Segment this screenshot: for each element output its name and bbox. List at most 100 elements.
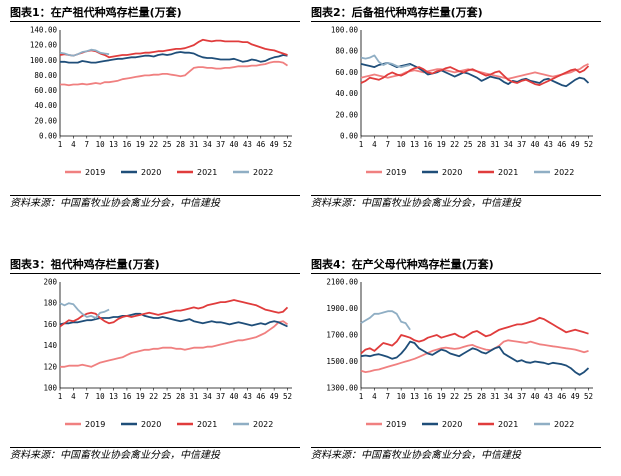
legend-label-2022: 2022 xyxy=(554,420,574,429)
chart-title-text: 在产祖代种鸡存栏量(万套) xyxy=(50,6,182,19)
x-tick-label: 49 xyxy=(270,140,279,149)
legend-label-2022: 2022 xyxy=(253,420,273,429)
y-tick-label: 0.00 xyxy=(39,132,58,141)
x-tick-label: 22 xyxy=(450,140,459,149)
y-tick-label: 120 xyxy=(43,362,57,371)
legend-label-2020: 2020 xyxy=(442,420,462,429)
y-tick-label: 120.00 xyxy=(30,41,58,50)
legend-label-2020: 2020 xyxy=(442,168,462,177)
series-line-2021 xyxy=(360,316,589,355)
chart-number: 图表1： xyxy=(10,6,51,19)
x-tick-label: 40 xyxy=(530,392,540,401)
chart-panel-4: 图表4：在产父母代种鸡存栏量(万套) 1300.00 1500.00 1700.00… xyxy=(311,256,607,476)
x-tick-label: 10 xyxy=(397,392,407,401)
legend-label-2021: 2021 xyxy=(197,168,217,177)
legend-label-2020: 2020 xyxy=(141,420,161,429)
chart-title: 图表2：后备祖代种鸡存栏量(万套) xyxy=(311,4,601,22)
x-tick-label: 34 xyxy=(203,392,213,401)
legend-label-2019: 2019 xyxy=(85,420,105,429)
x-tick-label: 1 xyxy=(359,140,364,149)
x-tick-label: 7 xyxy=(386,140,391,149)
x-tick-label: 43 xyxy=(243,392,252,401)
y-tick-label: 180 xyxy=(43,299,57,308)
x-tick-label: 40 xyxy=(229,392,239,401)
x-tick-label: 28 xyxy=(477,392,487,401)
x-tick-label: 4 xyxy=(372,392,377,401)
x-tick-label: 49 xyxy=(571,140,580,149)
x-tick-label: 16 xyxy=(122,392,132,401)
chart-number: 图表4： xyxy=(311,258,352,271)
series-line-2020 xyxy=(60,51,288,64)
legend-label-2021: 2021 xyxy=(498,420,518,429)
y-tick-label: 100.00 xyxy=(30,56,58,65)
series-line-2019 xyxy=(60,320,289,368)
x-tick-label: 46 xyxy=(256,392,266,401)
y-tick-label: 1300.00 xyxy=(326,384,358,393)
y-tick-label: 140.00 xyxy=(30,26,58,35)
line-chart: 0.00 20.00 40.00 60.00 80.00 100.00 120.00 140.… xyxy=(30,26,292,177)
x-tick-label: 25 xyxy=(464,140,473,149)
x-tick-label: 31 xyxy=(189,392,198,401)
source-note: 资料来源：中国畜牧业协会禽业分会，中信建投 xyxy=(10,195,300,211)
x-tick-label: 25 xyxy=(464,392,473,401)
x-tick-label: 1 xyxy=(58,140,63,149)
x-tick-label: 31 xyxy=(490,392,499,401)
y-tick-label: 1700.00 xyxy=(326,331,358,340)
line-chart: 0.00 20.00 40.00 60.00 80.00 100.00 1 4 7 10 13 16 1… xyxy=(331,26,593,177)
chart-title-text: 祖代种鸡存栏量(万套) xyxy=(50,258,160,271)
chart-title: 图表1：在产祖代种鸡存栏量(万套) xyxy=(10,4,300,22)
x-tick-label: 37 xyxy=(517,140,526,149)
x-tick-label: 13 xyxy=(109,392,118,401)
chart-title: 图表3：祖代种鸡存栏量(万套) xyxy=(10,256,300,274)
y-tick-label: 60.00 xyxy=(335,68,358,77)
x-tick-label: 34 xyxy=(203,140,213,149)
series-line-2022 xyxy=(360,310,411,331)
x-tick-label: 49 xyxy=(571,392,580,401)
source-note: 资料来源：中国畜牧业协会禽业分会，中信建投 xyxy=(311,447,601,463)
x-tick-label: 7 xyxy=(386,392,391,401)
chart-panel-1: 图表1：在产祖代种鸡存栏量(万套) 0.00 20.00 40.00 60.00 80.… xyxy=(10,4,306,224)
x-tick-label: 43 xyxy=(243,140,252,149)
series-line-2020 xyxy=(360,340,590,376)
x-tick-label: 25 xyxy=(163,392,172,401)
x-tick-label: 28 xyxy=(477,140,487,149)
y-tick-label: 80.00 xyxy=(34,71,57,80)
x-tick-label: 37 xyxy=(216,140,225,149)
y-tick-label: 1900.00 xyxy=(326,304,358,313)
y-tick-label: 140 xyxy=(43,341,57,350)
x-tick-label: 10 xyxy=(96,140,106,149)
x-tick-label: 22 xyxy=(149,392,158,401)
x-tick-label: 4 xyxy=(71,140,76,149)
x-tick-label: 19 xyxy=(437,392,446,401)
x-tick-label: 31 xyxy=(189,140,198,149)
chart-number: 图表2： xyxy=(311,6,352,19)
chart-title-text: 在产父母代种鸡存栏量(万套) xyxy=(351,258,494,271)
series-line-2022 xyxy=(59,302,110,319)
x-tick-label: 4 xyxy=(71,392,76,401)
chart-number: 图表3： xyxy=(10,258,51,271)
x-tick-label: 7 xyxy=(85,140,90,149)
line-chart: 100 120 140 160 180 200 1 4 7 10 13 16 19 22 25 28 31 34 3… xyxy=(43,278,292,429)
y-tick-label: 0.00 xyxy=(340,132,359,141)
chart-panel-3: 图表3：祖代种鸡存栏量(万套) 100 120 140 160 180 200 1 4 7 10 1… xyxy=(10,256,306,476)
y-tick-label: 60.00 xyxy=(34,86,57,95)
x-tick-label: 49 xyxy=(270,392,279,401)
x-tick-label: 43 xyxy=(544,140,553,149)
chart-title: 图表4：在产父母代种鸡存栏量(万套) xyxy=(311,256,601,274)
series-line-2022 xyxy=(59,48,110,57)
source-note: 资料来源：中国畜牧业协会禽业分会，中信建投 xyxy=(311,195,601,211)
legend-label-2021: 2021 xyxy=(498,168,518,177)
y-tick-label: 40.00 xyxy=(34,101,57,110)
x-tick-label: 31 xyxy=(490,140,499,149)
x-tick-label: 34 xyxy=(504,140,514,149)
x-tick-label: 16 xyxy=(423,140,433,149)
series-line-2020 xyxy=(59,312,288,328)
x-tick-label: 19 xyxy=(437,140,446,149)
y-tick-label: 1500.00 xyxy=(326,357,358,366)
y-tick-label: 20.00 xyxy=(335,110,358,119)
y-tick-label: 100.00 xyxy=(331,26,359,35)
x-tick-label: 4 xyxy=(372,140,377,149)
x-tick-label: 52 xyxy=(584,140,593,149)
x-tick-label: 13 xyxy=(109,140,118,149)
x-tick-label: 52 xyxy=(283,140,292,149)
